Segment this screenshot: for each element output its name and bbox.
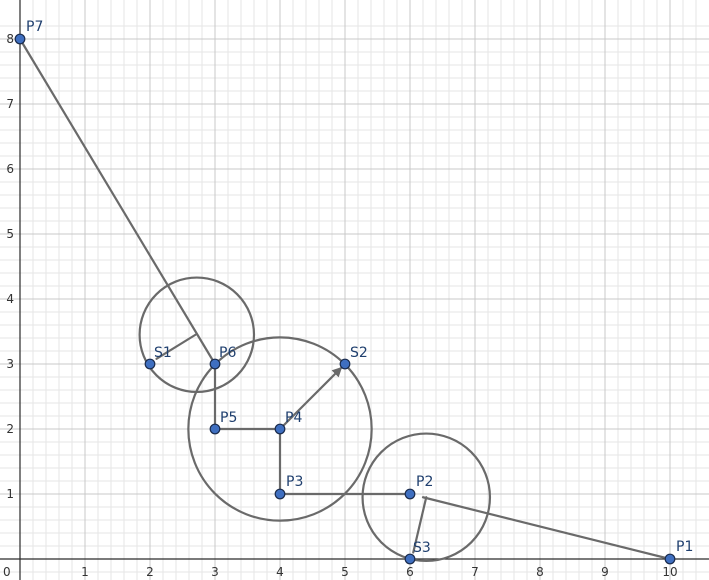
y-tick-label: 4 bbox=[6, 292, 14, 306]
point-p5 bbox=[209, 423, 221, 435]
point-labels: P1 P2 S3 P3 P4 S2 P5 P6 S1 P7 bbox=[26, 19, 693, 556]
x-tick-label: 9 bbox=[601, 565, 609, 579]
y-tick-label: 5 bbox=[6, 227, 14, 241]
x-tick-label: 1 bbox=[81, 565, 89, 579]
point-s1 bbox=[144, 358, 156, 370]
x-tick-label: 8 bbox=[536, 565, 544, 579]
x-tick-label: 10 bbox=[662, 565, 677, 579]
y-tick-label: 8 bbox=[6, 32, 14, 46]
point-p6 bbox=[209, 358, 221, 370]
label-p4: P4 bbox=[285, 410, 302, 426]
x-tick-label: 0 bbox=[3, 565, 11, 579]
label-p5: P5 bbox=[220, 410, 237, 426]
label-p2: P2 bbox=[416, 474, 433, 490]
x-tick-label: 3 bbox=[211, 565, 219, 579]
segment bbox=[412, 496, 428, 554]
x-tick-label: 4 bbox=[276, 565, 284, 579]
x-tick-label: 7 bbox=[471, 565, 479, 579]
point-p3 bbox=[274, 488, 286, 500]
y-tick-label: 7 bbox=[6, 97, 14, 111]
point-p4 bbox=[274, 423, 286, 435]
label-p3: P3 bbox=[286, 474, 303, 490]
point-s3 bbox=[404, 553, 416, 565]
y-tick-label: 1 bbox=[6, 487, 14, 501]
point-p7 bbox=[14, 33, 26, 45]
label-p1: P1 bbox=[676, 539, 693, 555]
circle bbox=[138, 276, 256, 394]
vectors bbox=[278, 366, 343, 431]
label-p7: P7 bbox=[26, 19, 43, 35]
label-p6: P6 bbox=[219, 345, 236, 361]
vector-arrow bbox=[278, 366, 343, 431]
label-s2: S2 bbox=[350, 345, 368, 361]
circles bbox=[138, 276, 492, 563]
y-tick-label: 2 bbox=[6, 422, 14, 436]
label-s3: S3 bbox=[413, 540, 431, 556]
point-s2 bbox=[339, 358, 351, 370]
segment bbox=[421, 496, 672, 561]
x-tick-label: 2 bbox=[146, 565, 154, 579]
x-tick-label: 6 bbox=[406, 565, 414, 579]
circle bbox=[361, 432, 492, 563]
segment bbox=[18, 37, 217, 366]
segment bbox=[155, 333, 197, 360]
y-tick-label: 6 bbox=[6, 162, 14, 176]
points bbox=[14, 33, 676, 565]
segments bbox=[18, 37, 672, 561]
label-s1: S1 bbox=[154, 345, 172, 361]
x-tick-label: 5 bbox=[341, 565, 349, 579]
circle bbox=[187, 336, 373, 522]
tick-labels: 0 1 2 3 4 5 6 7 8 9 10 1 2 3 4 5 6 7 8 bbox=[3, 32, 678, 579]
y-tick-label: 3 bbox=[6, 357, 14, 371]
point-p2 bbox=[404, 488, 416, 500]
point-p1 bbox=[664, 553, 676, 565]
